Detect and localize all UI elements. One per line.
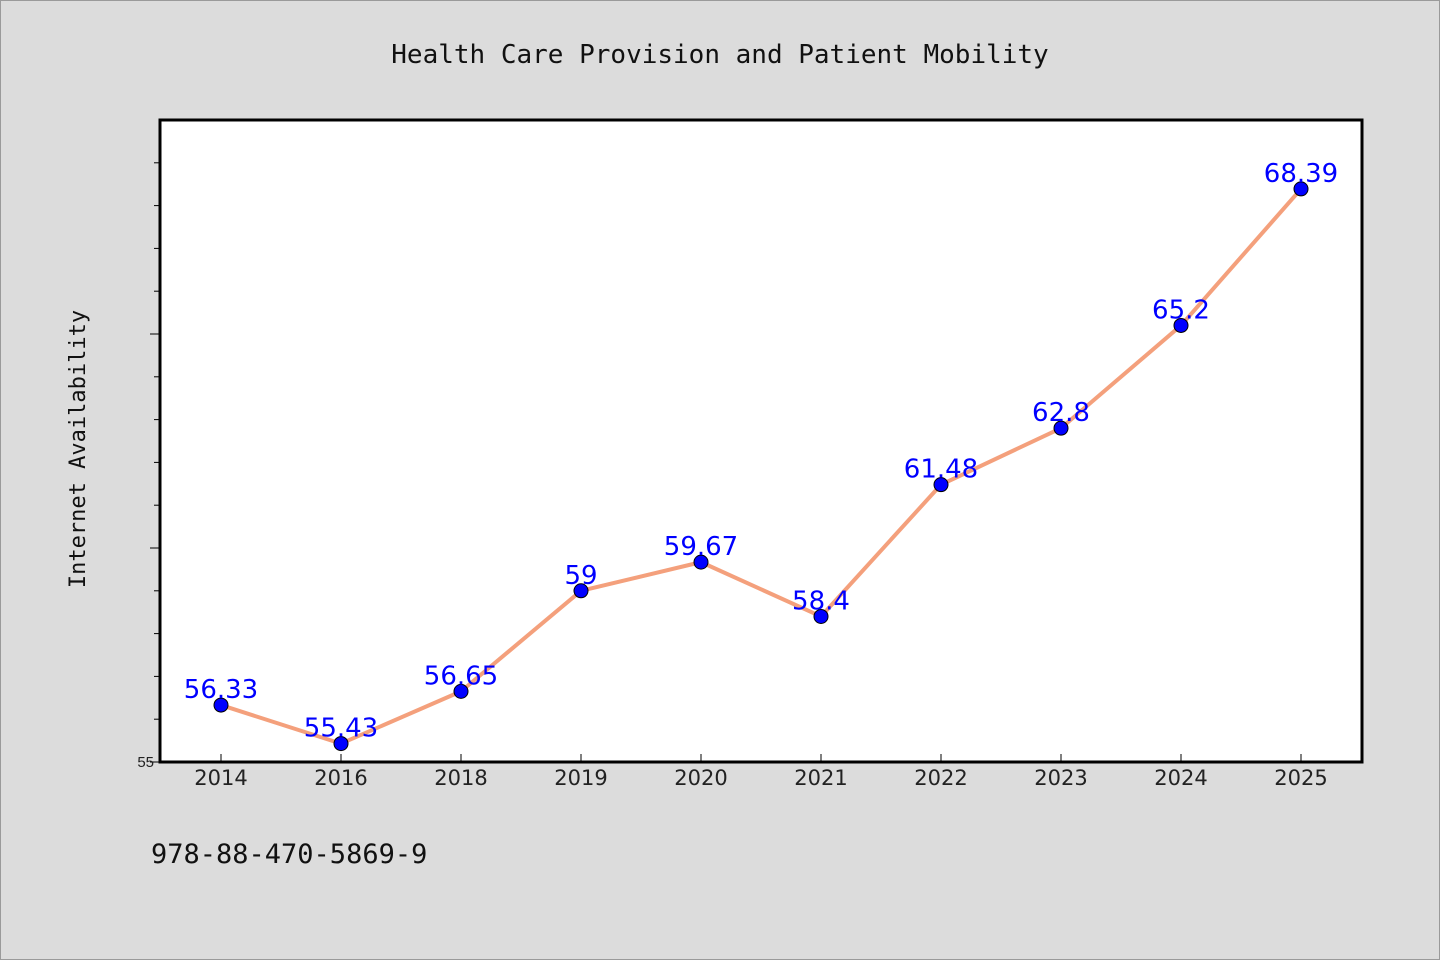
x-tick-label: 2023 bbox=[1034, 766, 1087, 790]
data-point-marker bbox=[813, 608, 829, 624]
data-label: 68.39 bbox=[1264, 159, 1338, 189]
data-point-marker bbox=[1293, 181, 1309, 197]
data-point-marker bbox=[933, 477, 949, 493]
x-tick-label: 2014 bbox=[194, 766, 247, 790]
y-tick-label: 55 bbox=[137, 754, 154, 771]
data-point-marker bbox=[213, 697, 229, 713]
data-point-marker bbox=[693, 554, 709, 570]
data-label: 56.33 bbox=[184, 675, 258, 705]
y-axis-ticks: 55 bbox=[137, 162, 160, 771]
x-tick-label: 2024 bbox=[1154, 766, 1207, 790]
x-tick-label: 2025 bbox=[1274, 766, 1327, 790]
footer-code: 978-88-470-5869-9 bbox=[151, 839, 427, 870]
x-tick-label: 2018 bbox=[434, 766, 487, 790]
data-label: 59.67 bbox=[664, 532, 738, 562]
x-tick-label: 2016 bbox=[314, 766, 367, 790]
data-point-marker bbox=[333, 736, 349, 752]
x-tick-label: 2019 bbox=[554, 766, 607, 790]
data-label: 65.2 bbox=[1152, 295, 1210, 325]
data-label: 62.8 bbox=[1032, 398, 1090, 428]
data-labels: 56.33 55.43 56.65 59 59.67 58.4 61.48 62.8 65.2 6… bbox=[184, 159, 1338, 744]
x-tick-label: 2021 bbox=[794, 766, 847, 790]
data-label: 58.4 bbox=[792, 586, 850, 616]
x-axis-ticks: 2014 2016 2018 2019 2020 2021 2022 2023 2024 2025 bbox=[194, 754, 1328, 790]
x-tick-label: 2020 bbox=[674, 766, 727, 790]
x-tick-label: 2022 bbox=[914, 766, 967, 790]
y-axis-label: Internet Availability bbox=[66, 310, 91, 588]
series-line bbox=[219, 186, 1303, 746]
data-label: 59 bbox=[564, 561, 597, 591]
data-point-marker bbox=[1053, 420, 1069, 436]
plot-area bbox=[158, 118, 1364, 764]
data-point-marker bbox=[453, 683, 469, 699]
data-label: 55.43 bbox=[304, 714, 378, 744]
data-point-marker bbox=[1173, 317, 1189, 333]
data-label: 56.65 bbox=[424, 661, 498, 691]
data-point-marker bbox=[573, 583, 589, 599]
data-label: 61.48 bbox=[904, 455, 978, 485]
series-revenue-line bbox=[213, 181, 1309, 752]
chart-title: Health Care Provision and Patient Mobili… bbox=[391, 40, 1048, 70]
